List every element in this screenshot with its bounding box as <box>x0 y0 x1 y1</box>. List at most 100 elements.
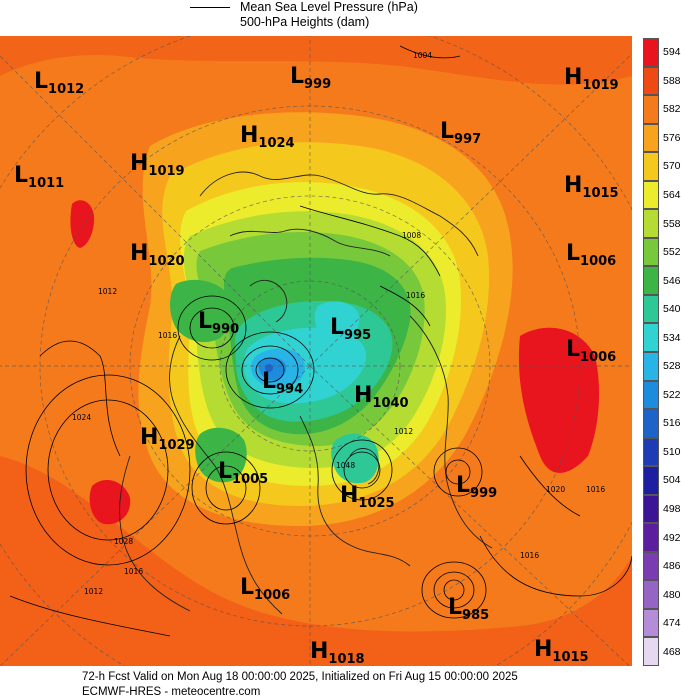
high-pressure-label: H1040 <box>354 383 409 411</box>
height-field-546-low1005 <box>195 427 247 483</box>
colorbar-swatch <box>643 551 659 581</box>
colorbar-swatch <box>643 152 659 181</box>
low-pressure-label: L1006 <box>566 241 616 269</box>
colorbar-label: 474 <box>663 617 681 630</box>
pressure-centers: L1012 L999 H1019 H1024 L997 H1019 L1011 H1015 H1… <box>14 64 619 666</box>
isobar-value-label: 1024 <box>72 413 91 422</box>
colorbar-label: 534 <box>663 331 681 344</box>
colorbar-label: 594 <box>663 46 681 59</box>
colorbar-swatch <box>643 409 659 438</box>
colorbar-label: 558 <box>663 217 681 230</box>
forecast-validity: 72-h Fcst Valid on Mon Aug 18 00:00:00 2… <box>82 671 518 683</box>
coastlines <box>119 171 493 615</box>
high-pressure-label: H1015 <box>534 637 589 665</box>
low-pressure-label: L1011 <box>14 163 64 191</box>
isobar-value-label: 1016 <box>124 567 143 576</box>
low-pressure-label: L1006 <box>566 337 616 365</box>
forecast-map: 1004 1008 1016 1012 1016 1024 1012 1028 1016 1012… <box>0 36 632 666</box>
colorbar-label: 468 <box>663 645 681 658</box>
height-field-582 <box>0 456 632 666</box>
isobar-value-label: 1008 <box>402 231 421 240</box>
colorbar-label: 576 <box>663 131 681 144</box>
colorbar-swatch <box>643 180 659 210</box>
isobar-value-label: 1016 <box>406 291 425 300</box>
colorbar-label: 492 <box>663 531 681 544</box>
low-pressure-label: L990 <box>198 309 239 337</box>
colorbar-swatch <box>643 608 659 638</box>
low-pressure-label: L1006 <box>240 575 290 603</box>
colorbar-swatch <box>643 38 659 67</box>
colorbar-label: 546 <box>663 274 681 287</box>
colorbar-label: 486 <box>663 560 681 573</box>
low-pressure-label: L999 <box>290 64 331 92</box>
colorbar-swatch <box>643 123 659 153</box>
colorbar-swatch <box>643 523 659 552</box>
colorbar-swatch <box>643 95 659 124</box>
colorbar-label: 552 <box>663 246 681 259</box>
isobar-value-label: 1028 <box>114 537 133 546</box>
colorbar-label: 510 <box>663 445 681 458</box>
colorbar-swatch <box>643 209 659 238</box>
colorbar-label: 480 <box>663 588 681 601</box>
isobar-value-label: 1012 <box>98 287 117 296</box>
mslp-legend-label: Mean Sea Level Pressure (hPa) <box>240 0 418 14</box>
colorbar-swatch <box>643 380 659 410</box>
colorbar-label: 570 <box>663 160 681 173</box>
colorbar-swatch <box>643 437 659 467</box>
low-pressure-label: L1005 <box>218 459 268 487</box>
height-field-586 <box>0 36 632 85</box>
low-pressure-label: L994 <box>262 369 303 397</box>
colorbar-label: 528 <box>663 360 681 373</box>
colorbar-swatch <box>643 66 659 96</box>
isobar-value-label: 1048 <box>336 461 355 470</box>
high-pressure-label: H1018 <box>310 639 365 666</box>
colorbar-label: 564 <box>663 189 681 201</box>
isobar-value-label: 1016 <box>520 551 539 560</box>
isobar-value-label: 1004 <box>413 51 432 60</box>
isobar-value-label: 1016 <box>158 331 177 340</box>
high-pressure-label: H1020 <box>130 241 185 269</box>
high-pressure-label: H1025 <box>340 483 395 511</box>
colorbar-swatch <box>643 580 659 609</box>
colorbar-swatch <box>643 266 659 295</box>
height-field-534-low995 <box>314 301 360 341</box>
high-pressure-label: H1019 <box>564 65 619 93</box>
colorbar-label: 540 <box>663 303 681 316</box>
colorbar-swatch <box>643 294 659 324</box>
high-pressure-label: H1015 <box>564 173 619 201</box>
colorbar-swatch <box>643 352 659 381</box>
isobar-value-label: 1016 <box>586 485 605 494</box>
height-field-540-low1025 <box>331 433 379 484</box>
high-pressure-label: H1019 <box>130 151 185 179</box>
high-pressure-label: H1029 <box>140 425 195 453</box>
colorbar-swatch <box>643 323 659 352</box>
isobar-value-label: 1012 <box>84 587 103 596</box>
isobar-value-label: 1012 <box>394 427 413 436</box>
low-pressure-label: L999 <box>456 473 497 501</box>
low-pressure-label: L1012 <box>34 69 84 97</box>
colorbar-label: 504 <box>663 474 681 487</box>
low-pressure-label: L995 <box>330 315 371 343</box>
colorbar-label: 522 <box>663 388 681 401</box>
model-credit: ECMWF-HRES - meteocentre.com <box>82 686 261 698</box>
colorbar-swatch <box>643 637 659 666</box>
colorbar-label: 498 <box>663 503 681 515</box>
isobar-value-label: 1020 <box>546 485 565 494</box>
map-header: Mean Sea Level Pressure (hPa) 500-hPa He… <box>190 0 490 34</box>
high-pressure-label: H1024 <box>240 123 295 151</box>
height-field-594-sw <box>89 479 131 525</box>
height-colorbar: 594 588 582 576 570 564 558 552 546 540 534 528 522 5… <box>643 38 681 666</box>
height-subtitle: 500-hPa Heights (dam) <box>240 15 370 29</box>
isobars <box>9 45 632 637</box>
mslp-legend-line <box>190 7 230 8</box>
map-canvas: 1004 1008 1016 1012 1016 1024 1012 1028 1016 1012… <box>0 36 632 666</box>
low-pressure-label: L985 <box>448 595 489 623</box>
isobar-labels: 1004 1008 1016 1012 1016 1024 1012 1028 1016 1012… <box>72 51 605 596</box>
colorbar-label: 588 <box>663 74 681 87</box>
low-pressure-label: L997 <box>440 119 481 147</box>
colorbar-swatch <box>643 494 659 524</box>
colorbar-swatch <box>643 466 659 495</box>
colorbar-label: 516 <box>663 417 681 430</box>
colorbar-swatch <box>643 237 659 267</box>
height-field-594-east <box>518 327 600 473</box>
